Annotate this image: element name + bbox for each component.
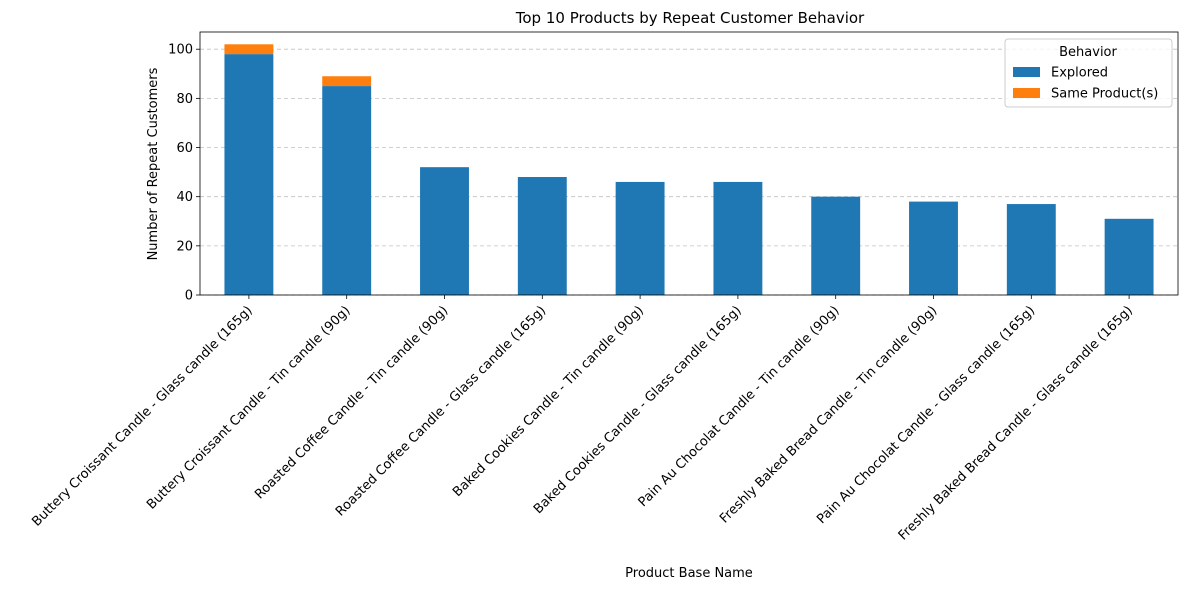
bar-segment <box>517 177 567 295</box>
x-tick-label: Buttery Croissant Candle - Glass candle … <box>29 303 255 529</box>
x-tick-label: Freshly Baked Bread Candle - Glass candl… <box>896 303 1136 543</box>
legend-swatch <box>1013 88 1040 98</box>
x-tick-label: Buttery Croissant Candle - Tin candle (9… <box>144 303 353 512</box>
y-tick-label: 80 <box>176 92 193 107</box>
x-tick-label: Roasted Coffee Candle - Tin candle (90g) <box>252 303 451 502</box>
plot-frame <box>199 31 1179 296</box>
y-axis-label: Number of Repeat Customers <box>146 67 161 260</box>
bar-segment <box>420 167 469 295</box>
x-tick-label: Pain Au Chocolat Candle - Glass candle (… <box>814 303 1038 527</box>
axes <box>199 31 1179 296</box>
bars <box>224 44 1154 296</box>
y-tick-label: 0 <box>185 289 193 304</box>
legend-title: Behavior <box>1059 45 1117 60</box>
bar-segment <box>322 86 372 295</box>
legend: Behavior Explored Same Product(s) <box>1004 38 1173 108</box>
bar-segment <box>811 196 861 295</box>
y-tick-label: 60 <box>176 141 193 156</box>
bar-segment <box>1104 218 1154 295</box>
bar-segment <box>713 181 763 295</box>
bar-segment <box>224 44 274 55</box>
legend-label: Same Product(s) <box>1051 87 1158 102</box>
y-tick-label: 100 <box>168 43 193 58</box>
legend-swatch <box>1013 67 1040 77</box>
x-tick-label: Roasted Coffee Candle - Glass candle (16… <box>333 303 549 519</box>
y-tick-label: 20 <box>176 239 193 254</box>
x-axis-ticks: Buttery Croissant Candle - Glass candle … <box>29 295 1136 543</box>
legend-label: Explored <box>1051 66 1108 81</box>
bar-segment <box>224 54 274 296</box>
legend-frame <box>1004 38 1173 108</box>
bar-segment <box>1006 204 1056 295</box>
bar-segment <box>615 181 665 295</box>
x-axis-label: Product Base Name <box>625 566 753 581</box>
y-axis-ticks: 0 20 40 60 80 100 <box>168 43 200 304</box>
y-tick-label: 40 <box>176 190 193 205</box>
x-tick-label: Baked Cookies Candle - Glass candle (165… <box>531 303 745 517</box>
bar-segment <box>322 76 372 87</box>
chart-title: Top 10 Products by Repeat Customer Behav… <box>515 9 865 27</box>
bar-segment <box>909 201 958 295</box>
x-tick-label: Freshly Baked Bread Candle - Tin candle … <box>717 303 940 526</box>
x-tick-label: Pain Au Chocolat Candle - Tin candle (90… <box>636 303 843 510</box>
x-tick-label: Baked Cookies Candle - Tin candle (90g) <box>450 303 647 500</box>
legend-entries: Explored Same Product(s) <box>1013 66 1158 102</box>
